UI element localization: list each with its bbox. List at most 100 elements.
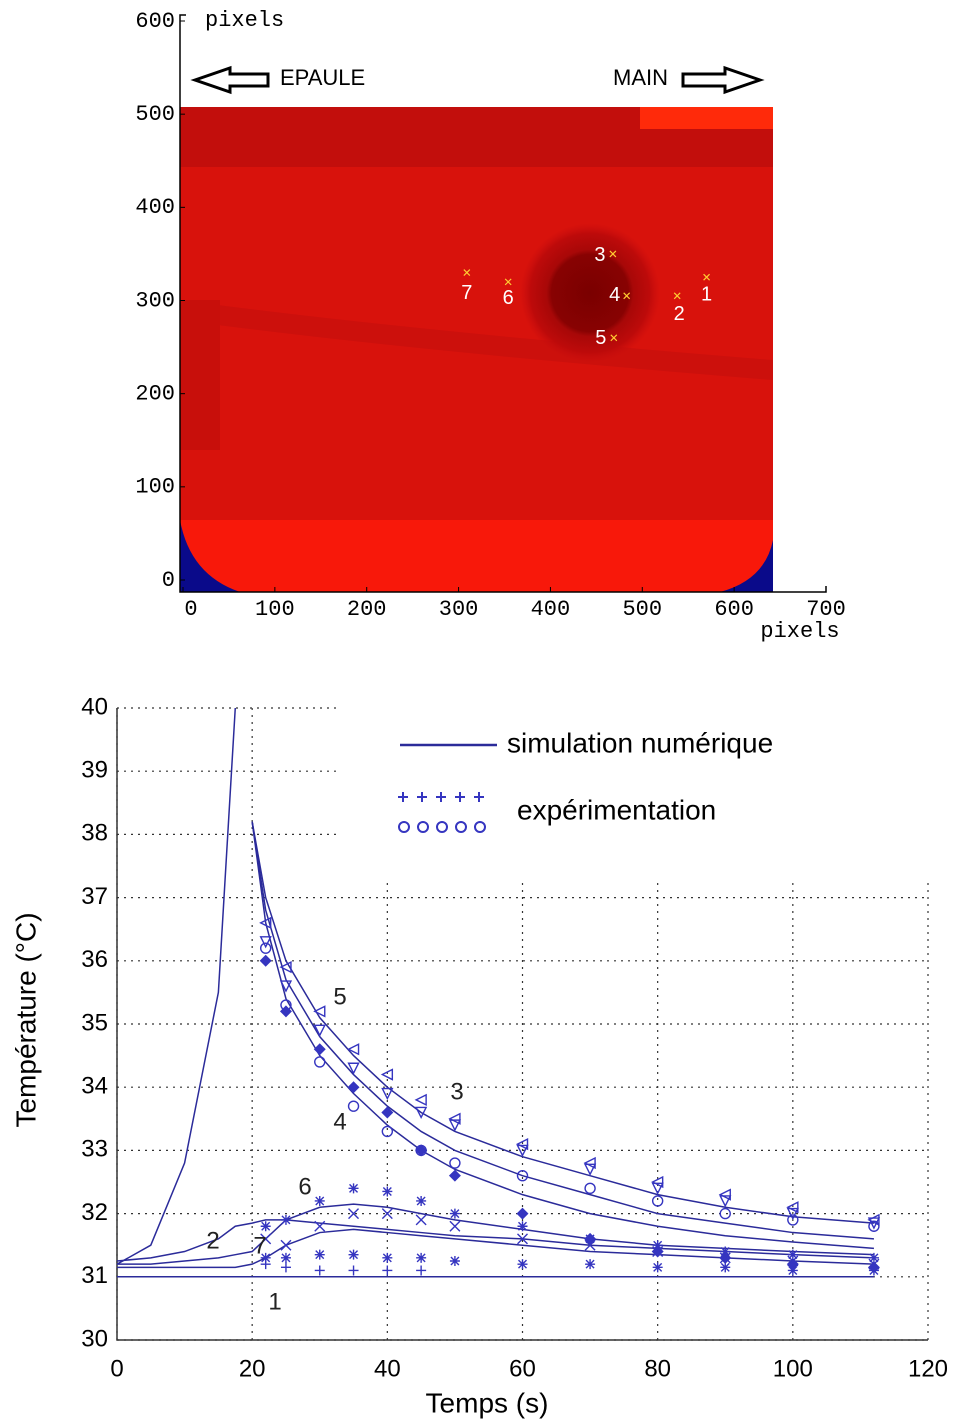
- experiment-marker: [414, 1093, 427, 1106]
- experiment-marker: [868, 1252, 879, 1263]
- experiment-marker: [583, 1163, 597, 1176]
- x-tick-label: 100: [773, 1355, 813, 1382]
- experiment-marker: [867, 1217, 881, 1230]
- y-tick-label: 38: [81, 820, 108, 847]
- experiment-marker: [583, 1156, 596, 1170]
- experiment-marker: [348, 1183, 359, 1194]
- experiment-marker: [449, 1157, 461, 1169]
- experiment-marker: [416, 1265, 427, 1276]
- experiment-marker: [347, 1100, 360, 1112]
- experiment-marker: [347, 1081, 360, 1094]
- experiment-marker: [787, 1255, 799, 1267]
- experiment-marker: [259, 954, 272, 967]
- curve-label: 2: [206, 1227, 219, 1254]
- experiment-marker: [259, 916, 272, 930]
- direction-arrows: [190, 65, 765, 95]
- y-tick-label: 34: [81, 1073, 108, 1100]
- experiment-marker: [348, 1208, 360, 1220]
- experiment-marker: [382, 1252, 393, 1263]
- point-label: 2: [674, 303, 685, 325]
- experiment-marker: [449, 1220, 461, 1232]
- experiment-marker: [720, 1246, 731, 1257]
- experiment-marker: [348, 1265, 359, 1276]
- curve-label: 7: [253, 1232, 266, 1259]
- point-marker: [623, 292, 631, 300]
- experiment-marker: [280, 1252, 291, 1263]
- y-tick-label: 36: [81, 946, 108, 973]
- experiment-marker: [448, 1112, 461, 1125]
- experiment-marker: [517, 1233, 528, 1245]
- legend-swatch: [398, 821, 411, 833]
- point-label: 3: [594, 244, 605, 266]
- experiment-marker: [718, 1188, 731, 1201]
- x-tick-label: 60: [509, 1355, 536, 1382]
- experiment-marker: [280, 1214, 291, 1225]
- experiment-marker: [347, 1062, 360, 1075]
- experiment-marker: [280, 1262, 291, 1273]
- experiment-marker: [449, 1256, 460, 1266]
- experiment-marker: [651, 1182, 664, 1195]
- x-tick-label: 20: [239, 1355, 266, 1382]
- experiment-marker: [382, 1265, 393, 1276]
- experiment-marker: [314, 1265, 325, 1276]
- y-tick-label: 200: [135, 381, 175, 406]
- experiment-marker: [279, 1005, 292, 1018]
- experiment-marker: [314, 1195, 325, 1206]
- experiment-marker: [259, 936, 272, 949]
- experiment-marker: [279, 980, 293, 993]
- experiment-marker: [279, 960, 292, 974]
- curve-label: 6: [298, 1173, 311, 1200]
- legend-swatch: [455, 792, 465, 802]
- y-tick-label: 40: [81, 693, 108, 720]
- experiment-marker: [651, 1195, 664, 1207]
- y-tick-label: 33: [81, 1136, 108, 1163]
- experiment-marker: [313, 1043, 326, 1056]
- experiment-marker: [348, 1249, 359, 1260]
- point-marker: [703, 273, 711, 281]
- experiment-marker: [652, 1262, 663, 1273]
- x-tick-label: 0: [110, 1355, 123, 1382]
- experiment-marker: [719, 1195, 732, 1208]
- experiment-marker: [786, 1201, 799, 1214]
- experiment-marker: [516, 1144, 529, 1157]
- experiment-marker: [314, 1220, 326, 1232]
- experiment-marker: [651, 1175, 664, 1189]
- x-axis-label: pixels: [760, 619, 839, 644]
- point-label: 1: [701, 283, 712, 305]
- experiment-marker: [584, 1182, 596, 1194]
- experiment-marker: [585, 1233, 596, 1244]
- experiment-marker: [584, 1239, 596, 1251]
- simulation-line: [251, 821, 874, 1250]
- x-tick-label: 100: [255, 597, 295, 622]
- y-tick-label: 32: [81, 1199, 108, 1226]
- x-tick-label: 0: [184, 597, 197, 622]
- x-tick-label: 200: [347, 597, 387, 622]
- y-tick-label: 600: [135, 9, 175, 34]
- experiment-marker: [516, 1207, 529, 1220]
- y-axis-label: pixels: [205, 8, 284, 33]
- experiment-marker: [260, 1259, 271, 1270]
- point-marker: [504, 278, 512, 286]
- annotation: EPAULE: [280, 65, 365, 90]
- y-tick-label: 400: [135, 195, 175, 220]
- experiment-marker: [449, 1208, 460, 1219]
- x-axis-label: Temps (s): [426, 1387, 549, 1418]
- legend-label: simulation numérique: [507, 727, 773, 758]
- experiment-marker: [381, 1208, 393, 1220]
- legend-background: [336, 700, 936, 882]
- experiment-marker: [868, 1265, 879, 1276]
- heatmap-image: [180, 107, 773, 592]
- experiment-marker: [786, 1207, 799, 1221]
- experiment-marker: [314, 1056, 326, 1068]
- experiment-marker: [516, 1170, 529, 1182]
- curve-label: 3: [450, 1078, 463, 1105]
- legend-swatch: [474, 821, 487, 833]
- y-tick-label: 0: [162, 568, 175, 593]
- experiment-marker: [382, 1186, 393, 1197]
- point-label: 4: [609, 284, 620, 306]
- point-marker: [609, 250, 617, 258]
- legend-swatch: [474, 792, 484, 802]
- experiment-marker: [787, 1214, 799, 1226]
